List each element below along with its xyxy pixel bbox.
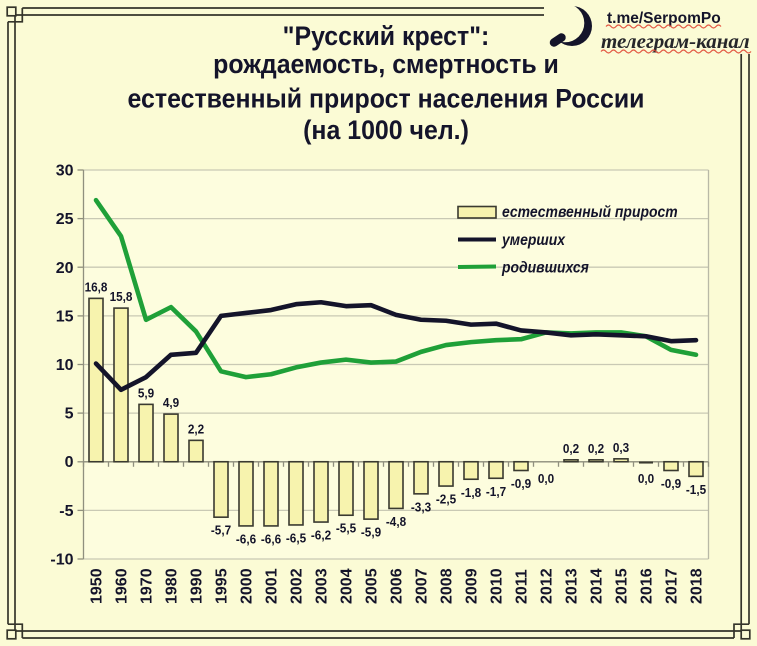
svg-text:2016: 2016 [639,568,656,604]
svg-text:0,2: 0,2 [563,441,580,455]
svg-text:(на 1000 чел.): (на 1000 чел.) [303,116,469,145]
svg-text:естественный прирост населения: естественный прирост населения России [128,85,645,114]
svg-text:2,2: 2,2 [188,422,205,436]
svg-text:1970: 1970 [139,568,156,604]
svg-text:-6,6: -6,6 [261,532,281,546]
svg-text:-1,8: -1,8 [461,485,481,499]
svg-text:0,0: 0,0 [538,472,555,486]
svg-text:2018: 2018 [689,568,706,604]
svg-text:-5: -5 [59,503,73,520]
svg-text:30: 30 [56,163,74,180]
svg-text:"Русский крест":: "Русский крест": [283,22,490,51]
svg-text:2014: 2014 [589,568,606,604]
svg-text:15: 15 [56,308,74,325]
svg-text:2013: 2013 [564,568,581,604]
svg-text:16,8: 16,8 [85,280,108,294]
svg-text:-1,7: -1,7 [486,484,506,498]
svg-text:-3,3: -3,3 [411,500,431,514]
svg-text:2015: 2015 [614,568,631,604]
svg-text:15,8: 15,8 [110,290,133,304]
svg-text:родившихся: родившихся [501,260,589,277]
svg-text:естественный прирост: естественный прирост [502,204,678,221]
svg-text:1950: 1950 [89,568,106,604]
svg-text:-5,5: -5,5 [336,521,356,535]
svg-text:-2,5: -2,5 [436,492,456,506]
svg-text:0: 0 [65,454,74,471]
svg-text:2009: 2009 [464,568,481,604]
svg-text:2012: 2012 [539,568,556,604]
svg-text:25: 25 [56,211,74,228]
svg-text:1960: 1960 [114,568,131,604]
svg-text:2007: 2007 [414,568,431,604]
svg-text:0,0: 0,0 [638,472,655,486]
svg-text:1995: 1995 [214,568,231,604]
svg-text:2005: 2005 [364,568,381,604]
svg-text:1980: 1980 [164,568,181,604]
svg-text:умерших: умерших [501,232,566,249]
svg-text:-6,5: -6,5 [286,531,306,545]
svg-text:2002: 2002 [289,568,306,604]
svg-text:-0,9: -0,9 [511,477,531,491]
svg-text:-6,6: -6,6 [236,532,256,546]
svg-text:-5,9: -5,9 [361,525,381,539]
svg-text:2010: 2010 [489,568,506,604]
svg-text:5,9: 5,9 [138,386,155,400]
svg-text:2011: 2011 [514,569,531,604]
svg-text:-5,7: -5,7 [211,523,231,537]
svg-text:2003: 2003 [314,568,331,604]
svg-text:2006: 2006 [389,568,406,604]
svg-text:рождаемость, смертность и: рождаемость, смертность и [213,50,559,79]
svg-text:2001: 2001 [264,568,281,604]
svg-text:-1,5: -1,5 [686,482,706,496]
svg-text:-6,2: -6,2 [311,528,331,542]
svg-text:5: 5 [65,406,74,423]
svg-text:0,3: 0,3 [613,440,630,454]
svg-text:2008: 2008 [439,568,456,604]
svg-text:1990: 1990 [189,568,206,604]
svg-text:4,9: 4,9 [163,396,180,410]
svg-text:-10: -10 [50,552,73,569]
svg-text:2000: 2000 [239,568,256,604]
svg-text:10: 10 [56,357,74,374]
svg-text:-0,9: -0,9 [661,477,681,491]
svg-text:2004: 2004 [339,568,356,604]
svg-text:20: 20 [56,260,74,277]
svg-text:-4,8: -4,8 [386,515,406,529]
svg-text:t.me/SerpomPo: t.me/SerpomPo [607,10,721,27]
svg-text:2017: 2017 [664,568,681,604]
svg-text:телеграм-канал: телеграм-канал [601,29,750,53]
svg-text:0,2: 0,2 [588,441,605,455]
